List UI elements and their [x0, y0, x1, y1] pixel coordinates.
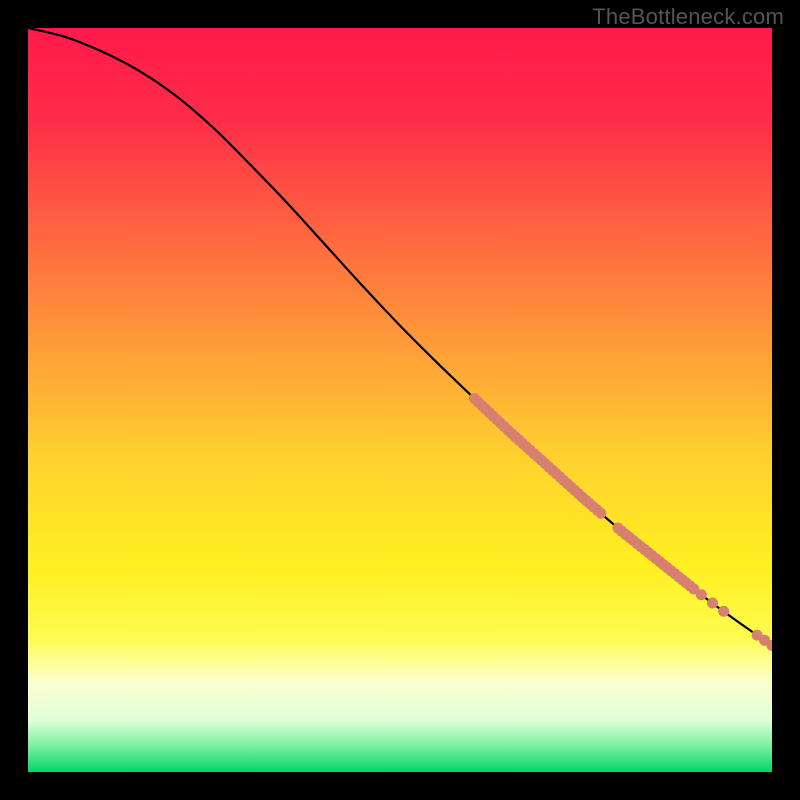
curve-marker-dot — [696, 589, 707, 600]
curve-marker-dot — [595, 508, 606, 519]
curve-marker-dot — [707, 597, 718, 608]
gradient-background — [28, 28, 772, 772]
watermark-text: TheBottleneck.com — [592, 4, 784, 30]
chart-svg — [28, 28, 772, 772]
curve-marker-dot — [718, 606, 729, 617]
chart-frame: TheBottleneck.com — [0, 0, 800, 800]
plot-area — [28, 28, 772, 772]
